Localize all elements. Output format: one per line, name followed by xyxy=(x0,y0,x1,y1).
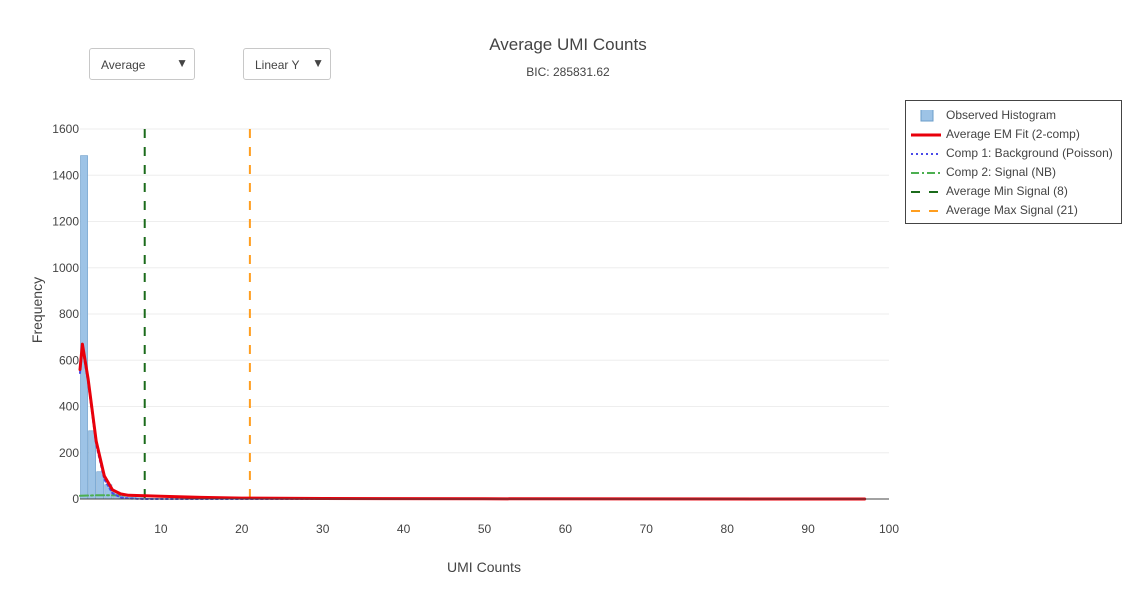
legend-label: Average Min Signal (8) xyxy=(946,184,1068,198)
threshold-lines xyxy=(143,129,251,499)
x-tick-label: 60 xyxy=(559,522,573,536)
legend-item-signal[interactable]: Comp 2: Signal (NB) xyxy=(906,163,1121,182)
legend-item-background[interactable]: Comp 1: Background (Poisson) xyxy=(906,144,1121,163)
grid-lines xyxy=(80,128,889,454)
y-axis-label: Frequency xyxy=(29,277,45,343)
legend-item-min-signal[interactable]: Average Min Signal (8) xyxy=(906,182,1121,201)
y-tick-labels: 0 200 400 600 800 1000 1200 1400 1600 xyxy=(52,122,79,506)
y-tick-label: 1600 xyxy=(52,122,79,136)
scale-select-value: Linear Y xyxy=(255,58,300,72)
mode-select-value: Average xyxy=(101,58,146,72)
x-tick-label: 80 xyxy=(721,522,735,536)
histogram-bar xyxy=(88,430,96,500)
chart-subtitle: BIC: 285831.62 xyxy=(526,65,610,79)
solid-line-icon xyxy=(911,129,943,139)
histogram-swatch-icon xyxy=(911,107,943,122)
chevron-down-icon: ▼ xyxy=(176,56,188,70)
series-line xyxy=(78,342,867,501)
dotted-line-icon xyxy=(911,148,943,158)
legend-item-histogram[interactable]: Observed Histogram xyxy=(906,106,1121,125)
scale-select[interactable]: Linear Y ▼ xyxy=(243,48,331,80)
y-tick-label: 1400 xyxy=(52,168,79,182)
legend-label: Comp 1: Background (Poisson) xyxy=(946,146,1113,160)
x-axis-label: UMI Counts xyxy=(447,559,521,575)
y-tick-label: 800 xyxy=(59,307,79,321)
y-tick-label: 200 xyxy=(59,446,79,460)
legend-item-em-fit[interactable]: Average EM Fit (2-comp) xyxy=(906,125,1121,144)
x-tick-labels: 10 20 30 40 50 60 70 80 90 100 xyxy=(154,522,899,536)
dashed-line-icon xyxy=(911,205,943,215)
x-tick-label: 30 xyxy=(316,522,330,536)
x-tick-label: 40 xyxy=(397,522,411,536)
x-tick-label: 50 xyxy=(478,522,492,536)
fit-curves xyxy=(78,342,867,501)
legend: Observed Histogram Average EM Fit (2-com… xyxy=(905,100,1122,224)
y-tick-label: 600 xyxy=(59,353,79,367)
histogram-bars xyxy=(80,155,169,500)
legend-item-max-signal[interactable]: Average Max Signal (21) xyxy=(906,201,1121,220)
x-tick-label: 70 xyxy=(640,522,654,536)
legend-label: Average Max Signal (21) xyxy=(946,203,1078,217)
dashdot-line-icon xyxy=(911,167,943,177)
legend-label: Average EM Fit (2-comp) xyxy=(946,127,1080,141)
x-tick-label: 20 xyxy=(235,522,249,536)
chevron-down-icon: ▼ xyxy=(312,56,324,70)
chart-title: Average UMI Counts xyxy=(489,35,646,54)
histogram-bar xyxy=(80,155,88,500)
y-tick-label: 1000 xyxy=(52,261,79,275)
y-tick-label: 1200 xyxy=(52,215,79,229)
legend-label: Observed Histogram xyxy=(946,108,1057,122)
x-tick-label: 100 xyxy=(879,522,899,536)
dashed-line-icon xyxy=(911,186,943,196)
x-tick-label: 90 xyxy=(801,522,815,536)
mode-select[interactable]: Average ▼ xyxy=(89,48,195,80)
legend-label: Comp 2: Signal (NB) xyxy=(946,165,1057,179)
x-tick-label: 10 xyxy=(154,522,168,536)
y-tick-label: 0 xyxy=(72,492,79,506)
series-line xyxy=(79,346,866,500)
y-tick-label: 400 xyxy=(59,400,79,414)
